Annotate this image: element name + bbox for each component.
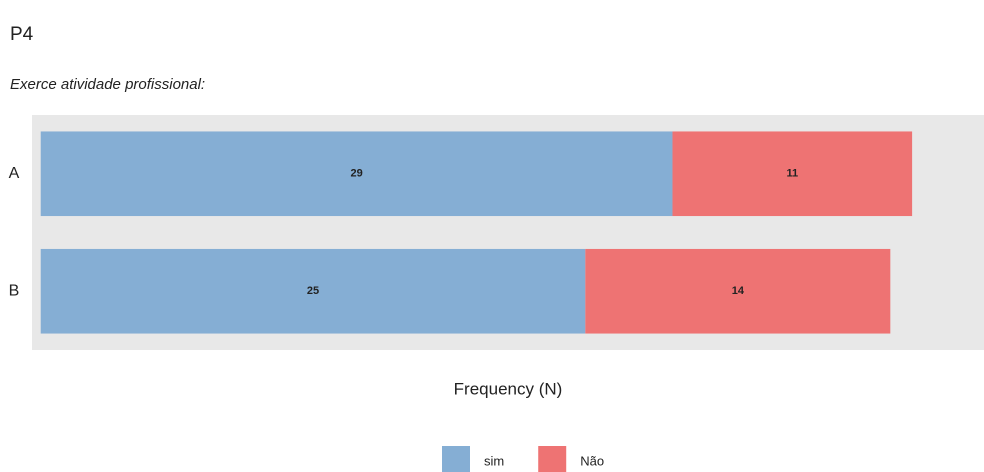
- legend-swatch: [442, 446, 470, 472]
- value-label: 14: [732, 285, 745, 297]
- legend-label: Não: [580, 453, 604, 468]
- value-label: 25: [307, 285, 319, 297]
- chart-subtitle: Exerce atividade profissional:: [10, 76, 205, 93]
- legend-swatch: [538, 446, 567, 472]
- y-tick-label: B: [9, 282, 20, 299]
- value-label: 11: [786, 168, 798, 180]
- chart-title: P4: [10, 24, 34, 45]
- bar-segment: [672, 131, 913, 217]
- value-label: 29: [350, 168, 362, 180]
- legend-label: sim: [484, 453, 504, 468]
- bar-segment: [585, 248, 891, 334]
- y-tick-label: A: [9, 165, 20, 182]
- bar-segment: [40, 131, 673, 217]
- bar-segment: [40, 248, 586, 334]
- x-axis-title: Frequency (N): [454, 379, 563, 398]
